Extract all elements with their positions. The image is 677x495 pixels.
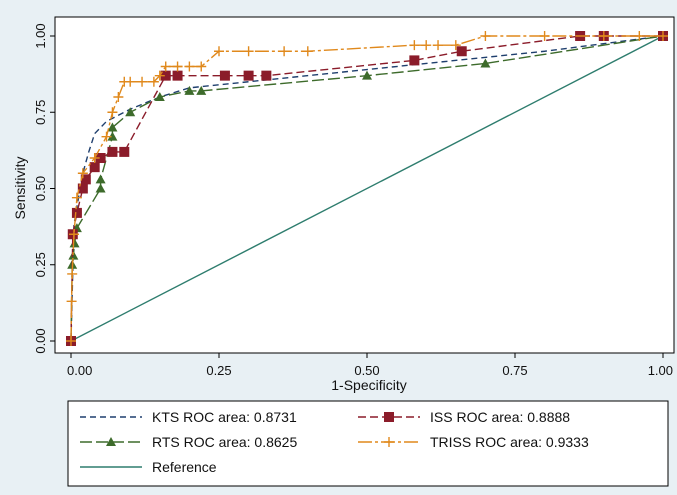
- data-point: [107, 107, 118, 118]
- legend-label: KTS ROC area: 0.8731: [152, 409, 297, 425]
- data-point: [421, 40, 432, 51]
- data-point: [160, 61, 171, 72]
- data-point: [95, 183, 106, 193]
- series-layer: [66, 31, 668, 346]
- data-point: [160, 70, 171, 81]
- x-tick-label: 1.00: [648, 363, 673, 378]
- series-reference: [70, 35, 664, 342]
- legend-marker: [384, 437, 394, 447]
- data-point: [66, 336, 76, 346]
- data-point: [261, 70, 272, 81]
- data-point: [71, 192, 82, 203]
- data-point: [77, 183, 88, 194]
- data-point: [219, 70, 230, 81]
- data-point: [243, 46, 254, 57]
- series-line: [70, 35, 663, 342]
- data-point: [154, 92, 165, 101]
- data-point: [71, 207, 82, 218]
- y-tick-label: 0.50: [33, 176, 48, 201]
- data-point: [66, 296, 77, 307]
- data-point: [107, 122, 118, 132]
- y-axis: 0.00 0.25 0.50 0.75 1.00: [33, 23, 55, 354]
- data-point: [409, 55, 420, 66]
- data-point: [119, 146, 130, 157]
- data-point: [125, 107, 136, 117]
- data-point: [95, 153, 106, 163]
- data-point: [69, 238, 80, 248]
- x-tick-label: 0.00: [67, 363, 92, 378]
- data-point: [89, 153, 100, 163]
- data-point: [68, 250, 79, 260]
- data-point: [137, 76, 148, 87]
- data-point: [107, 131, 118, 141]
- data-point: [480, 58, 491, 68]
- y-tick-label: 0.00: [33, 328, 48, 353]
- y-tick-label: 0.25: [33, 252, 48, 277]
- y-tick-label: 0.75: [33, 100, 48, 125]
- data-point: [598, 31, 609, 41]
- legend-item-iss: ISS ROC area: 0.8888: [358, 409, 570, 425]
- series-line: [70, 35, 664, 342]
- x-tick-label: 0.50: [354, 363, 379, 378]
- data-point: [658, 31, 668, 41]
- data-point: [196, 85, 207, 95]
- data-point: [172, 61, 183, 72]
- data-point: [68, 229, 79, 240]
- data-point: [101, 131, 112, 142]
- x-tick-label: 0.75: [502, 363, 527, 378]
- data-point: [107, 146, 118, 157]
- data-point: [539, 31, 550, 41]
- legend-item-rts: RTS ROC area: 0.8625: [80, 434, 297, 450]
- data-point: [480, 31, 491, 41]
- legend: KTS ROC area: 0.8731 ISS ROC area: 0.8888…: [80, 409, 589, 475]
- data-point: [89, 162, 100, 173]
- legend-label: Reference: [152, 459, 217, 475]
- data-point: [362, 70, 372, 80]
- data-point: [456, 46, 467, 57]
- data-point: [214, 46, 224, 57]
- data-point: [433, 40, 444, 51]
- y-axis-title: Sensitivity: [12, 156, 28, 219]
- data-point: [80, 174, 91, 185]
- legend-item-kts: KTS ROC area: 0.8731: [80, 409, 297, 425]
- data-point: [67, 268, 78, 279]
- data-point: [154, 70, 165, 81]
- data-point: [634, 31, 645, 41]
- data-point: [184, 85, 195, 95]
- data-point: [125, 76, 136, 87]
- x-axis-title: 1-Specificity: [331, 377, 406, 393]
- legend-item-triss: TRISS ROC area: 0.9333: [358, 434, 589, 450]
- legend-marker: [384, 412, 394, 422]
- legend-marker: [106, 437, 116, 446]
- series-triss: [66, 31, 668, 346]
- legend-label: TRISS ROC area: 0.9333: [430, 434, 589, 450]
- series-rts: [66, 31, 668, 345]
- data-point: [196, 61, 207, 72]
- plot-frame: [54, 16, 675, 354]
- data-point: [184, 61, 195, 72]
- data-point: [279, 46, 290, 57]
- data-point: [302, 46, 313, 57]
- legend-item-reference: Reference: [80, 459, 217, 475]
- data-point: [148, 76, 159, 87]
- legend-box: [67, 400, 669, 487]
- x-tick-label: 0.25: [206, 363, 231, 378]
- data-point: [95, 174, 106, 184]
- data-point: [77, 168, 88, 179]
- x-axis: 0.00 0.25 0.50 0.75 1.00: [67, 353, 673, 378]
- legend-label: ISS ROC area: 0.8888: [430, 409, 570, 425]
- data-point: [172, 70, 183, 81]
- data-point: [243, 70, 254, 81]
- legend-label: RTS ROC area: 0.8625: [152, 434, 297, 450]
- data-point: [450, 40, 461, 51]
- data-point: [409, 40, 420, 51]
- data-point: [113, 92, 124, 102]
- y-tick-label: 1.00: [33, 23, 48, 48]
